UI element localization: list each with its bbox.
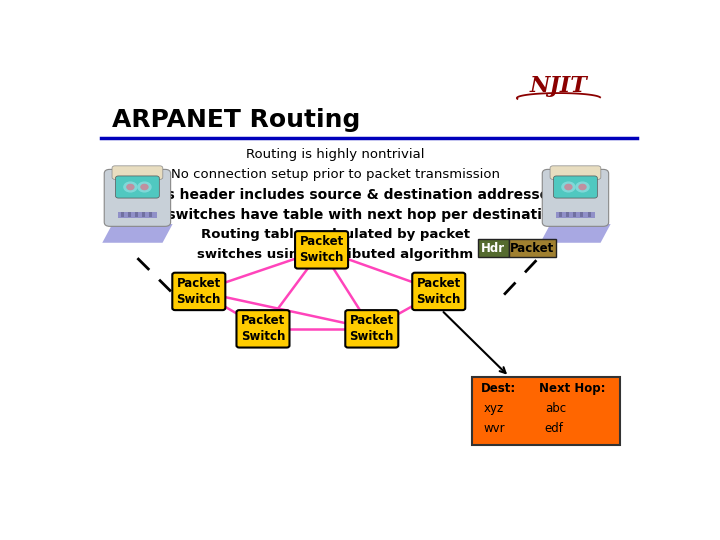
Polygon shape <box>540 224 611 243</box>
FancyBboxPatch shape <box>112 166 163 179</box>
FancyBboxPatch shape <box>542 170 608 226</box>
FancyBboxPatch shape <box>295 231 348 268</box>
FancyBboxPatch shape <box>580 212 583 217</box>
Text: Packet
Switch: Packet Switch <box>350 314 394 343</box>
FancyBboxPatch shape <box>236 310 289 348</box>
Circle shape <box>579 184 586 190</box>
Text: switches using distributed algorithm: switches using distributed algorithm <box>197 248 474 261</box>
Text: xyz: xyz <box>483 402 504 415</box>
FancyBboxPatch shape <box>135 212 138 217</box>
Text: abc: abc <box>545 402 566 415</box>
FancyBboxPatch shape <box>172 273 225 310</box>
FancyBboxPatch shape <box>104 170 171 226</box>
Text: Packet
Switch: Packet Switch <box>417 277 461 306</box>
Text: Dest:: Dest: <box>481 382 516 395</box>
Text: Routing tables calculated by packet: Routing tables calculated by packet <box>201 228 470 241</box>
Text: Packet
Switch: Packet Switch <box>240 314 285 343</box>
FancyBboxPatch shape <box>472 377 620 445</box>
FancyBboxPatch shape <box>557 212 595 219</box>
Text: Packet: Packet <box>510 242 554 255</box>
Text: NJIT: NJIT <box>530 75 588 97</box>
Text: Packets header includes source & destination addresses: Packets header includes source & destina… <box>114 188 557 202</box>
Text: edf: edf <box>545 422 564 435</box>
FancyBboxPatch shape <box>128 212 132 217</box>
Circle shape <box>562 182 575 192</box>
FancyBboxPatch shape <box>559 212 562 217</box>
Text: Routing is highly nontrivial: Routing is highly nontrivial <box>246 148 425 161</box>
Circle shape <box>565 184 572 190</box>
FancyBboxPatch shape <box>115 176 159 198</box>
FancyBboxPatch shape <box>567 212 570 217</box>
FancyBboxPatch shape <box>143 212 145 217</box>
Text: Packet switches have table with next hop per destination: Packet switches have table with next hop… <box>110 208 561 222</box>
Text: Next Hop:: Next Hop: <box>539 382 606 395</box>
FancyBboxPatch shape <box>550 166 601 179</box>
Text: wvr: wvr <box>483 422 505 435</box>
FancyBboxPatch shape <box>478 239 508 257</box>
Text: Packet
Switch: Packet Switch <box>300 235 343 265</box>
FancyBboxPatch shape <box>122 212 125 217</box>
FancyBboxPatch shape <box>588 212 590 217</box>
Circle shape <box>127 184 134 190</box>
Text: Packet
Switch: Packet Switch <box>176 277 221 306</box>
FancyBboxPatch shape <box>508 239 556 257</box>
Circle shape <box>141 184 148 190</box>
FancyBboxPatch shape <box>150 212 153 217</box>
Text: ARPANET Routing: ARPANET Routing <box>112 109 361 132</box>
Circle shape <box>138 182 151 192</box>
FancyBboxPatch shape <box>554 176 598 198</box>
Circle shape <box>124 182 137 192</box>
FancyBboxPatch shape <box>346 310 398 348</box>
FancyBboxPatch shape <box>573 212 577 217</box>
Text: No connection setup prior to packet transmission: No connection setup prior to packet tran… <box>171 168 500 181</box>
Polygon shape <box>102 224 173 243</box>
FancyBboxPatch shape <box>413 273 465 310</box>
Circle shape <box>576 182 589 192</box>
Text: Hdr: Hdr <box>481 242 505 255</box>
FancyBboxPatch shape <box>118 212 156 219</box>
